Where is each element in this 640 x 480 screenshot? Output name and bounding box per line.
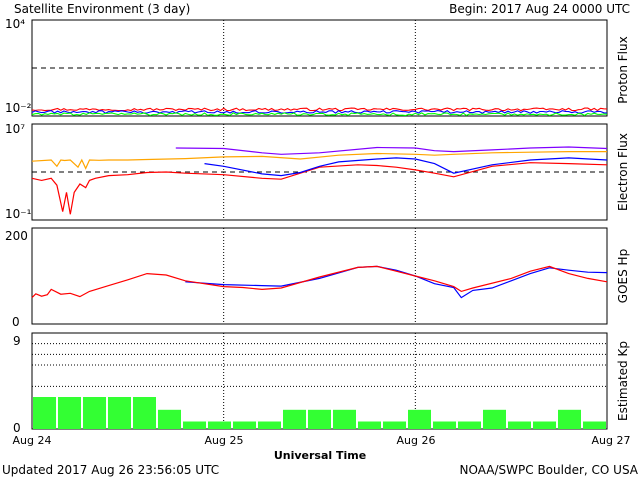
kp-bar-9 xyxy=(258,421,281,429)
kp-bar-18 xyxy=(483,409,506,429)
kp-bar-19 xyxy=(508,421,531,429)
kp-y-label-bottom: 0 xyxy=(13,421,21,435)
kp-y-label-top: 9 xyxy=(13,334,21,348)
goes-hp-panel xyxy=(31,227,608,325)
x-tick-label-aug-27: Aug 27 xyxy=(592,434,631,447)
updated-timestamp: Updated 2017 Aug 26 23:56:05 UTC xyxy=(2,463,219,477)
proton-axis-label: Proton Flux xyxy=(616,36,630,103)
kp-bar-12 xyxy=(333,409,356,429)
chart-title: Satellite Environment (3 day) xyxy=(14,2,190,16)
kp-bar-20 xyxy=(533,421,556,429)
kp-bar-7 xyxy=(208,421,231,429)
kp-bar-13 xyxy=(358,421,381,429)
kp-bar-17 xyxy=(458,421,481,429)
proton-blue-series-line xyxy=(31,110,608,114)
electron-orange-series-line xyxy=(31,151,607,170)
kp-bar-21 xyxy=(558,409,581,429)
goes-axis-label: GOES Hp xyxy=(616,249,630,303)
goes-y-label-top: 200 xyxy=(5,229,28,243)
x-tick-label-aug-24: Aug 24 xyxy=(13,434,52,447)
goes_hp-blue-series-line xyxy=(185,265,608,299)
proton-y-label-top: 10⁴ xyxy=(5,17,25,31)
kp-bar-6 xyxy=(183,421,206,429)
chart-marks xyxy=(31,20,608,429)
electron-blue-series-line xyxy=(204,157,608,177)
begin-label: Begin: 2017 Aug 24 0000 UTC xyxy=(449,2,630,16)
proton-green-series-line xyxy=(31,112,608,117)
kp-bar-2 xyxy=(83,397,106,429)
kp-bar-0 xyxy=(33,397,56,429)
electron-axis-label: Electron Flux xyxy=(616,133,630,211)
goes-y-label-bottom: 0 xyxy=(12,315,20,329)
kp-axis-label: Estimated Kp xyxy=(616,341,630,421)
kp-bar-8 xyxy=(233,421,256,429)
kp-bar-5 xyxy=(158,409,181,429)
kp-bar-16 xyxy=(433,421,456,429)
electron-y-label-top: 10⁷ xyxy=(5,122,25,136)
proton-red-series-line xyxy=(31,107,608,112)
kp-bar-4 xyxy=(133,397,156,429)
credit-label: NOAA/SWPC Boulder, CO USA xyxy=(460,463,639,477)
kp-bar-1 xyxy=(58,397,81,429)
kp-bar-3 xyxy=(108,397,131,429)
x-tick-label-aug-26: Aug 26 xyxy=(397,434,436,447)
kp-bar-10 xyxy=(283,409,306,429)
goes_hp-red-series-line xyxy=(31,265,608,299)
kp-bar-15 xyxy=(408,409,431,429)
x-axis-title: Universal Time xyxy=(274,449,366,462)
kp-bar-14 xyxy=(383,421,406,429)
proton-y-label-bottom: 10⁻² xyxy=(5,101,32,115)
electron-purple-series-line xyxy=(175,146,608,155)
kp-bar-11 xyxy=(308,409,331,429)
kp-bar-22 xyxy=(583,421,606,429)
electron-red-series-line xyxy=(31,162,608,215)
electron-y-label-bottom: 10⁻¹ xyxy=(5,207,32,221)
x-tick-label-aug-25: Aug 25 xyxy=(205,434,244,447)
